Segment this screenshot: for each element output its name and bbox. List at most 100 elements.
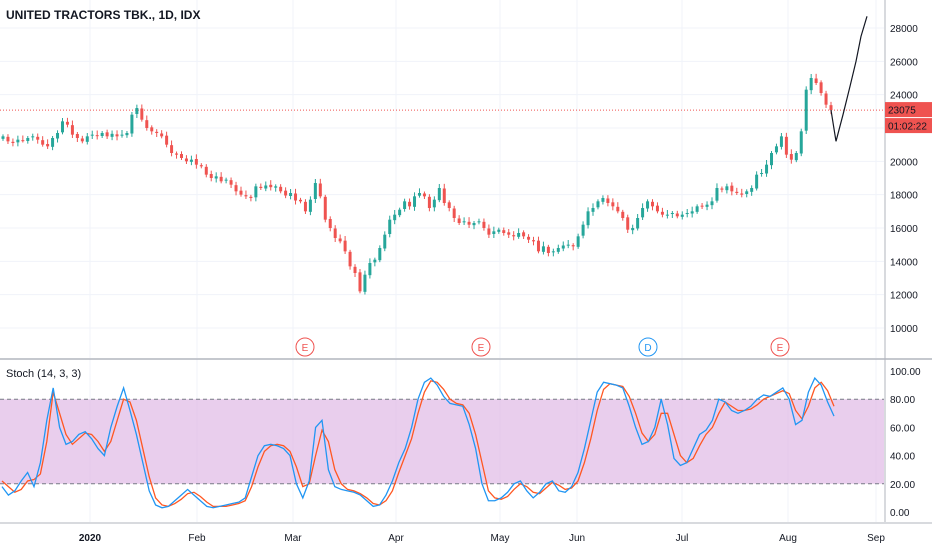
candle-body bbox=[204, 166, 208, 175]
candle-body bbox=[591, 208, 595, 212]
candle-body bbox=[457, 218, 461, 223]
event-marker[interactable]: D bbox=[638, 337, 658, 357]
candle-body bbox=[452, 208, 456, 218]
candle-body bbox=[219, 176, 223, 182]
candle-body bbox=[824, 93, 828, 105]
candle-body bbox=[720, 188, 724, 190]
candle-body bbox=[581, 224, 585, 236]
event-marker-circle bbox=[638, 337, 658, 357]
candle-body bbox=[249, 196, 253, 198]
event-marker[interactable]: E bbox=[770, 337, 790, 357]
candle-body bbox=[135, 108, 139, 114]
event-marker[interactable]: E bbox=[295, 337, 315, 357]
candle-body bbox=[125, 133, 129, 136]
candle-body bbox=[130, 114, 134, 134]
stoch-tick-label: 40.00 bbox=[890, 452, 915, 463]
candle-body bbox=[527, 236, 531, 240]
candle-body bbox=[467, 221, 471, 225]
candle-body bbox=[770, 153, 774, 166]
candle-body bbox=[794, 153, 798, 161]
candle-body bbox=[413, 196, 417, 207]
time-tick-label: Jun bbox=[569, 533, 585, 544]
candle-body bbox=[353, 266, 357, 273]
time-tick-label: Mar bbox=[284, 533, 302, 544]
candle-body bbox=[373, 259, 377, 263]
candle-body bbox=[546, 246, 550, 253]
candle-body bbox=[799, 131, 803, 154]
event-marker-circle bbox=[295, 337, 315, 357]
candle-body bbox=[95, 135, 99, 137]
candle-body bbox=[323, 196, 327, 220]
candle-body bbox=[779, 136, 783, 147]
candle-body bbox=[804, 89, 808, 131]
candle-body bbox=[765, 164, 769, 174]
candle-body bbox=[789, 154, 793, 160]
projection-drawing[interactable] bbox=[830, 16, 868, 142]
candle-body bbox=[11, 141, 15, 143]
symbol-title[interactable]: UNITED TRACTORS TBK., 1D, IDX bbox=[6, 8, 201, 22]
candle-body bbox=[60, 121, 64, 133]
candle-body bbox=[606, 198, 610, 203]
price-badge-value: 23075 bbox=[888, 106, 916, 117]
stoch-axis[interactable]: 0.00 20.00 40.00 60.00 80.00 100.00 bbox=[890, 367, 921, 519]
candle-body bbox=[363, 274, 367, 292]
candle-body bbox=[437, 188, 441, 201]
candle-body bbox=[760, 173, 764, 174]
candle-body bbox=[680, 214, 684, 217]
price-badge-bg bbox=[885, 102, 932, 118]
candle-body bbox=[155, 131, 159, 133]
candle-body bbox=[269, 184, 273, 188]
price-tick-label: 20000 bbox=[890, 157, 918, 168]
candle-body bbox=[611, 202, 615, 207]
candle-body bbox=[259, 186, 263, 188]
candle-body bbox=[343, 240, 347, 252]
candle-body bbox=[224, 179, 228, 181]
candle-body bbox=[512, 235, 516, 237]
candle-body bbox=[1, 136, 5, 139]
event-marker[interactable]: E bbox=[471, 337, 491, 357]
time-tick-label: 2020 bbox=[79, 533, 102, 544]
time-axis[interactable]: 2020 Feb Mar Apr May Jun Jul Aug Sep bbox=[79, 533, 885, 544]
candle-body bbox=[70, 125, 74, 135]
candle-body bbox=[665, 214, 669, 216]
candle-body bbox=[417, 193, 421, 196]
candle-body bbox=[551, 251, 555, 253]
candle-body bbox=[393, 214, 397, 221]
candles bbox=[1, 73, 833, 295]
candle-body bbox=[502, 230, 506, 233]
candle-body bbox=[626, 217, 630, 230]
candle-body bbox=[750, 188, 754, 192]
candle-body bbox=[36, 136, 40, 140]
candle-body bbox=[348, 251, 352, 267]
candle-body bbox=[784, 136, 788, 155]
time-tick-label: Apr bbox=[388, 533, 404, 544]
price-axis[interactable]: 1000012000140001600018000200002200024000… bbox=[890, 24, 918, 335]
candle-body bbox=[576, 236, 580, 247]
price-tick-label: 10000 bbox=[890, 324, 918, 335]
candle-body bbox=[740, 193, 744, 195]
candle-body bbox=[244, 195, 248, 197]
candle-body bbox=[199, 165, 203, 167]
time-tick-label: May bbox=[491, 533, 510, 544]
time-tick-label: Feb bbox=[188, 533, 206, 544]
candle-body bbox=[165, 135, 169, 145]
candle-body bbox=[403, 201, 407, 209]
event-marker-circle bbox=[770, 337, 790, 357]
price-tick-label: 16000 bbox=[890, 224, 918, 235]
candle-body bbox=[695, 206, 699, 212]
candle-body bbox=[184, 158, 188, 162]
stoch-indicator-title[interactable]: Stoch (14, 3, 3) bbox=[6, 368, 82, 380]
candle-body bbox=[725, 186, 729, 191]
candle-body bbox=[21, 140, 25, 142]
candle-body bbox=[422, 193, 426, 197]
stoch-tick-label: 80.00 bbox=[890, 395, 915, 406]
price-grid bbox=[0, 0, 884, 358]
candle-body bbox=[308, 199, 312, 212]
candle-body bbox=[774, 146, 778, 153]
candle-body bbox=[254, 186, 258, 198]
candle-body bbox=[383, 234, 387, 249]
candle-body bbox=[175, 153, 179, 155]
candle-body bbox=[477, 221, 481, 223]
